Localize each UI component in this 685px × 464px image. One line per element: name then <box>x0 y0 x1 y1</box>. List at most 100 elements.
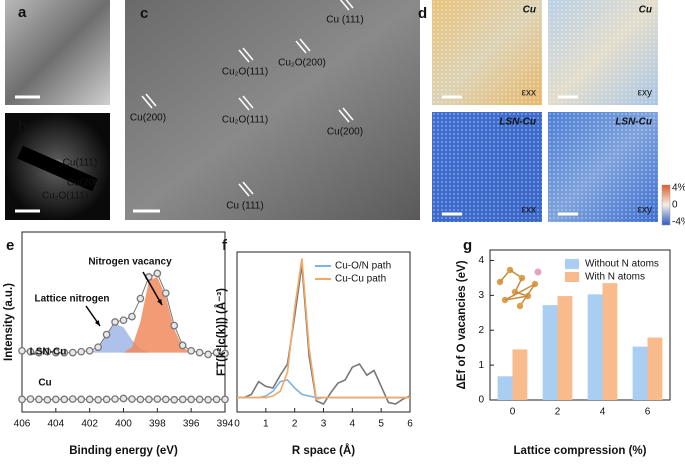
lattice-fringe <box>238 183 250 197</box>
bar <box>557 296 573 400</box>
data-point <box>187 395 196 404</box>
x-tick-label: 0 <box>510 407 516 418</box>
lattice-fringe <box>338 109 350 123</box>
legend-swatch <box>565 272 579 282</box>
data-point <box>145 395 153 404</box>
x-axis-label: Binding energy (eV) <box>69 445 178 457</box>
atom <box>516 302 524 310</box>
x-tick-label: 6 <box>407 419 413 430</box>
x-tick-label: 1 <box>263 419 269 430</box>
lattice-fringe <box>242 47 254 61</box>
data-point <box>102 330 111 339</box>
colorbar-label: 0 <box>672 200 678 211</box>
y-tick-label: 2 <box>478 325 484 336</box>
lattice-fringe <box>145 93 157 107</box>
lattice-fringe <box>345 0 354 9</box>
diffraction-label: Cu(111) <box>63 158 98 169</box>
diffraction-label: Cu₂O(111) <box>42 191 88 202</box>
fit-component <box>22 323 225 353</box>
data-point <box>195 348 204 357</box>
colorbar-label: 4% <box>672 183 685 194</box>
data-point <box>35 348 43 357</box>
data-point <box>68 348 77 357</box>
x-tick-label: 3 <box>321 419 327 430</box>
lattice-texture <box>548 0 658 105</box>
legend-swatch <box>565 259 579 269</box>
panel-letter: d <box>418 5 427 22</box>
lattice-fringe <box>238 97 250 111</box>
y-axis-label: Intensity (a.u.) <box>3 283 15 361</box>
data-point <box>85 395 94 404</box>
data-point <box>26 395 35 403</box>
x-axis-label: Lattice compression (%) <box>514 445 647 457</box>
x-tick-label: 406 <box>14 419 31 430</box>
legend-label: With N atoms <box>585 272 645 283</box>
lattice-label: Cu(200) <box>327 127 363 138</box>
y-tick-label: 0 <box>478 395 484 406</box>
data-point <box>178 395 187 404</box>
data-point <box>170 395 179 404</box>
data-point <box>77 347 86 356</box>
bond <box>504 295 529 301</box>
series-line <box>237 379 410 399</box>
data-point <box>170 321 179 330</box>
lattice-texture <box>548 112 658 222</box>
data-point <box>43 395 52 404</box>
data-point <box>161 289 170 298</box>
data-point <box>43 347 52 356</box>
x-tick-label: 2 <box>555 407 561 418</box>
colorbar-label: -4% <box>672 217 685 228</box>
bond <box>519 283 536 307</box>
y-axis-label: ΔEf of O vacancies (eV) <box>456 260 468 389</box>
x-tick-label: 394 <box>217 419 234 430</box>
x-tick-label: 6 <box>645 407 651 418</box>
lattice-label: Cu(200) <box>130 113 166 124</box>
legend-label: Without N atoms <box>585 259 659 270</box>
atom <box>534 268 542 276</box>
lattice-label: Cu₂O(200) <box>278 58 326 69</box>
lattice-label: Cu (111) <box>326 15 363 26</box>
beam-stop <box>17 145 98 192</box>
data-point <box>18 395 26 404</box>
data-point <box>187 346 196 355</box>
tile-material: LSN-Cu <box>499 117 536 128</box>
y-tick-label: 3 <box>478 290 484 301</box>
data-point <box>119 316 128 325</box>
bar <box>632 346 648 400</box>
data-point <box>153 395 162 403</box>
lattice-fringe <box>242 95 254 109</box>
tile-component: εxy <box>638 88 652 99</box>
data-point <box>204 350 212 359</box>
bar <box>587 294 603 400</box>
tile-material: LSN-Cu <box>615 117 652 128</box>
bond <box>504 283 536 301</box>
bar <box>497 376 513 400</box>
data-point <box>60 395 69 404</box>
annotation: Lattice nitrogen <box>34 294 109 305</box>
arrow-shaft <box>142 271 163 306</box>
data-point <box>204 395 212 404</box>
panel-letter: e <box>6 237 14 254</box>
data-point <box>111 395 119 403</box>
data-point <box>128 395 136 403</box>
data-point <box>94 343 102 352</box>
y-tick-label: 1 <box>478 360 484 371</box>
lattice-fringe <box>238 49 250 63</box>
x-axis-label: R space (Å) <box>292 444 355 457</box>
lattice-fringe <box>242 181 254 195</box>
data-point <box>119 394 128 403</box>
data-point <box>51 348 60 357</box>
tile-component: εxx <box>522 88 536 99</box>
tile-material: Cu <box>523 5 536 16</box>
data-point <box>128 312 136 321</box>
data-point <box>195 395 204 404</box>
data-point <box>153 269 162 278</box>
lattice-fringe <box>339 0 350 11</box>
hrtem-image <box>125 0 420 220</box>
legend-label: Cu-Cu path <box>335 274 386 285</box>
data-point <box>221 349 229 358</box>
x-tick-label: 2 <box>292 419 298 430</box>
panel-letter: a <box>18 4 27 21</box>
data-point <box>94 395 102 404</box>
